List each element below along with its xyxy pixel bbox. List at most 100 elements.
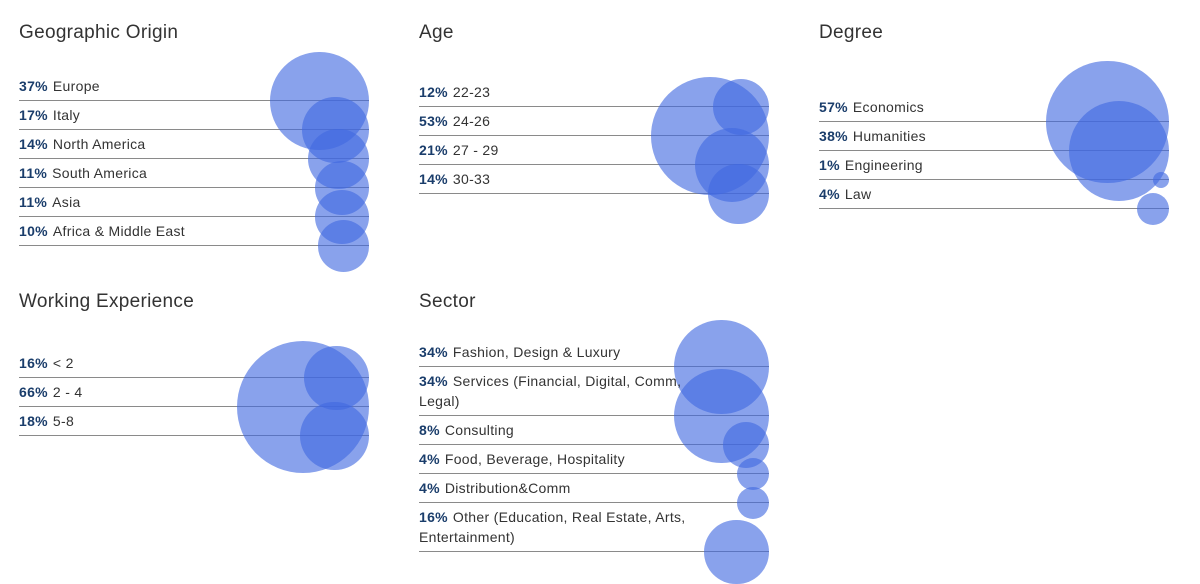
percent-label: 21% [419,142,448,158]
percent-label: 10% [19,223,48,239]
bubble-5-8 [300,401,369,471]
category-label: < 2 [52,355,74,371]
bubble-africa-middle-east [317,220,369,272]
list-row-2: 16% < 2 [19,349,369,378]
panel-title: Sector [419,291,476,312]
list-row-other-education-real-estate-arts-entertainment: 16% Other (Education, Real Estate, Arts, … [419,503,769,552]
row-text: 34% Services (Financial, Digital, Comm, L… [419,367,699,415]
bubble-30-33 [708,163,769,225]
row-text: 16% Other (Education, Real Estate, Arts, … [419,503,699,551]
category-label: 24-26 [452,113,491,129]
row-text: 66% 2 - 4 [19,378,369,406]
bubble-engineering [1152,171,1169,189]
category-label: Law [844,186,872,202]
percent-label: 38% [819,128,848,144]
category-label: North America [52,136,146,152]
category-label: 30-33 [452,171,491,187]
panel-degree: Degree 57% Economics 38% Humanities 1% Engine… [819,22,1169,226]
row-text: 34% Fashion, Design & Luxury [419,338,769,366]
percent-label: 17% [19,107,48,123]
row-text: 4% Distribution&Comm [419,474,769,502]
percent-label: 11% [19,194,48,210]
list-row-europe: 37% Europe [19,72,369,101]
row-text: 14% 30-33 [419,165,769,193]
percent-label: 34% [419,373,448,389]
category-label: 22-23 [452,84,491,100]
panel-title: Degree [819,22,884,43]
bubble-other-education-real-estate-arts-entertainment [704,519,769,584]
list-row-consulting: 8% Consulting [419,416,769,445]
bubble-food-beverage-hospitality [736,457,769,491]
percent-label: 11% [19,165,48,181]
row-text: 38% Humanities [819,122,1169,150]
row-text: 17% Italy [19,101,369,129]
row-text: 57% Economics [819,93,1169,121]
row-text: 1% Engineering [819,151,1169,179]
row-text: 11% South America [19,159,369,187]
list-row-27-29: 21% 27 - 29 [419,136,769,165]
list-row-fashion-design-luxury: 34% Fashion, Design & Luxury [419,338,769,367]
panel-title: Age [419,22,454,43]
list-row-south-america: 11% South America [19,159,369,188]
percent-label: 18% [19,413,48,429]
rows-container: 12% 22-23 53% 24-26 21% 27 - 29 14% 30-33 [419,78,769,194]
category-label: Food, Beverage, Hospitality [444,451,625,467]
percent-label: 12% [419,84,448,100]
category-label: Fashion, Design & Luxury [452,344,621,360]
category-label: Africa & Middle East [52,223,185,239]
category-label: South America [52,165,148,181]
rows-container: 37% Europe 17% Italy 14% North America 11% Sout… [19,72,369,246]
row-text: 4% Law [819,180,1169,208]
panel-sector: Sector 34% Fashion, Design & Luxury 34% Ser… [419,291,769,584]
list-row-food-beverage-hospitality: 4% Food, Beverage, Hospitality [419,445,769,474]
rows-container: 34% Fashion, Design & Luxury 34% Services (… [419,338,769,552]
category-label: 2 - 4 [52,384,83,400]
category-label: Other (Education, Real Estate, Arts, Ent… [419,509,686,545]
panel-geographic-origin: Geographic Origin 37% Europe 17% Italy 14% No… [19,22,369,272]
row-text: 14% North America [19,130,369,158]
category-label: 5-8 [52,413,75,429]
percent-label: 53% [419,113,448,129]
list-row-law: 4% Law [819,180,1169,209]
percent-label: 4% [419,480,440,496]
category-label: Engineering [844,157,923,173]
percent-label: 57% [819,99,848,115]
category-label: Asia [52,194,81,210]
row-text: 4% Food, Beverage, Hospitality [419,445,769,473]
category-label: Distribution&Comm [444,480,571,496]
list-row-asia: 11% Asia [19,188,369,217]
bubble-law [1136,192,1169,226]
category-label: Consulting [444,422,514,438]
list-row-africa-middle-east: 10% Africa & Middle East [19,217,369,246]
percent-label: 16% [419,509,448,525]
list-row-22-23: 12% 22-23 [419,78,769,107]
row-text: 16% < 2 [19,349,369,377]
category-label: 27 - 29 [452,142,499,158]
row-text: 18% 5-8 [19,407,369,435]
list-row-5-8: 18% 5-8 [19,407,369,436]
category-label: Economics [852,99,925,115]
percent-label: 34% [419,344,448,360]
percent-label: 14% [19,136,48,152]
percent-label: 66% [19,384,48,400]
panel-title: Geographic Origin [19,22,179,43]
list-row-services-financial-digital-comm-legal: 34% Services (Financial, Digital, Comm, L… [419,367,769,416]
list-row-30-33: 14% 30-33 [419,165,769,194]
panel-working-experience: Working Experience 16% < 2 66% 2 - 4 18% 5-8 [19,291,369,473]
list-row-distribution-comm: 4% Distribution&Comm [419,474,769,503]
panel-title: Working Experience [19,291,195,312]
percent-label: 37% [19,78,48,94]
row-text: 11% Asia [19,188,369,216]
percent-label: 14% [419,171,448,187]
row-text: 53% 24-26 [419,107,769,135]
panel-age: Age 12% 22-23 53% 24-26 21% 27 - 29 14% 30-33 [419,22,769,225]
percent-label: 4% [419,451,440,467]
row-text: 21% 27 - 29 [419,136,769,164]
list-row-economics: 57% Economics [819,93,1169,122]
list-row-north-america: 14% North America [19,130,369,159]
rows-container: 16% < 2 66% 2 - 4 18% 5-8 [19,349,369,436]
category-label: Services (Financial, Digital, Comm, Lega… [419,373,682,409]
bubble-humanities [1068,100,1169,202]
category-label: Italy [52,107,81,123]
list-row-italy: 17% Italy [19,101,369,130]
